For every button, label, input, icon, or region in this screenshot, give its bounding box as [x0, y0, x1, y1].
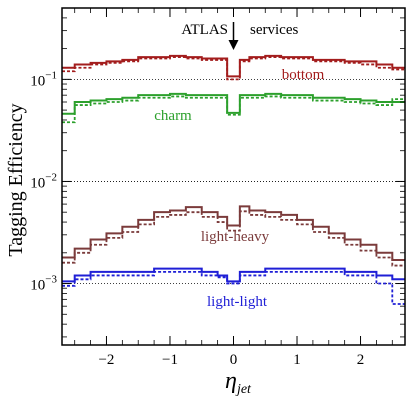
atlas-annotation: ATLAS services — [181, 22, 298, 50]
series-light-heavy-dotted — [62, 210, 405, 267]
x-tick-label: 1 — [293, 352, 301, 368]
label-light-heavy: light-heavy — [201, 229, 270, 245]
series-layer — [62, 54, 405, 305]
x-tick-label: 2 — [357, 352, 365, 368]
x-axis-label: ηjet — [225, 368, 252, 397]
series-labels: bottom charm light-heavy light-light — [154, 67, 324, 310]
y-tick-label: 10−3 — [30, 274, 57, 294]
label-light-light: light-light — [207, 294, 268, 310]
x-axis-symbol: η — [225, 368, 237, 394]
series-bottom-dotted — [62, 56, 405, 81]
x-tick-label: −2 — [98, 352, 114, 368]
y-tick-label: 10−1 — [30, 69, 57, 89]
label-bottom: bottom — [282, 67, 325, 83]
series-charm-dotted — [62, 95, 405, 124]
services-label: services — [250, 22, 298, 38]
atlas-label: ATLAS — [181, 22, 228, 38]
series-light-light-dotted — [62, 271, 405, 305]
y-axis-label: Tagging Efficiency — [5, 103, 27, 256]
services-arrow-head — [228, 40, 239, 50]
series-light-light-solid — [62, 267, 405, 283]
reference-lines — [62, 78, 405, 284]
y-tick-label: 10−2 — [30, 171, 57, 191]
x-tick-label: −1 — [162, 352, 178, 368]
x-tick-label: 0 — [230, 352, 238, 368]
x-axis-subscript: jet — [235, 382, 252, 397]
label-charm: charm — [154, 108, 192, 124]
series-bottom-solid — [62, 54, 405, 78]
series-charm-solid — [62, 92, 405, 115]
plot-frame — [61, 7, 406, 346]
series-light-heavy-solid — [62, 205, 405, 262]
